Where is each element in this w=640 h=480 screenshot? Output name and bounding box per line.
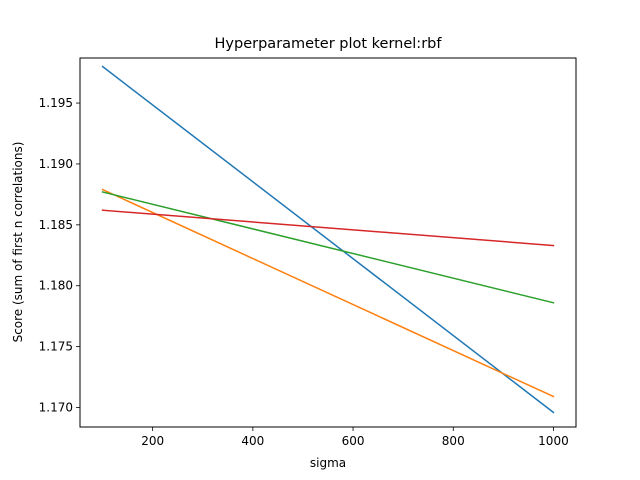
series-line-1 — [101, 65, 555, 414]
series-line-4 — [101, 209, 555, 247]
y-tick-label: 1.180 — [39, 279, 73, 293]
series-line-2 — [101, 188, 555, 398]
y-tick-label: 1.195 — [39, 96, 73, 110]
x-tick-label: 400 — [241, 434, 264, 448]
y-tick-label: 1.190 — [39, 157, 73, 171]
x-tick-label: 800 — [442, 434, 465, 448]
y-axis-label: Score (sum of first n correlations) — [11, 142, 25, 343]
y-tick-label: 1.185 — [39, 218, 73, 232]
y-tick-label: 1.175 — [39, 340, 73, 354]
series-layer — [101, 65, 555, 414]
x-axis: 200 400 600 800 1000 — [141, 427, 569, 448]
series-line-3 — [101, 191, 555, 304]
chart-title: Hyperparameter plot kernel:rbf — [215, 36, 443, 52]
x-tick-label: 1000 — [538, 434, 569, 448]
x-tick-label: 600 — [342, 434, 365, 448]
x-tick-label: 200 — [141, 434, 164, 448]
y-axis: 1.170 1.175 1.180 1.185 1.190 1.195 — [39, 96, 80, 415]
x-axis-label: sigma — [310, 456, 346, 470]
plot-frame — [79, 57, 577, 428]
y-tick-label: 1.170 — [39, 401, 73, 415]
